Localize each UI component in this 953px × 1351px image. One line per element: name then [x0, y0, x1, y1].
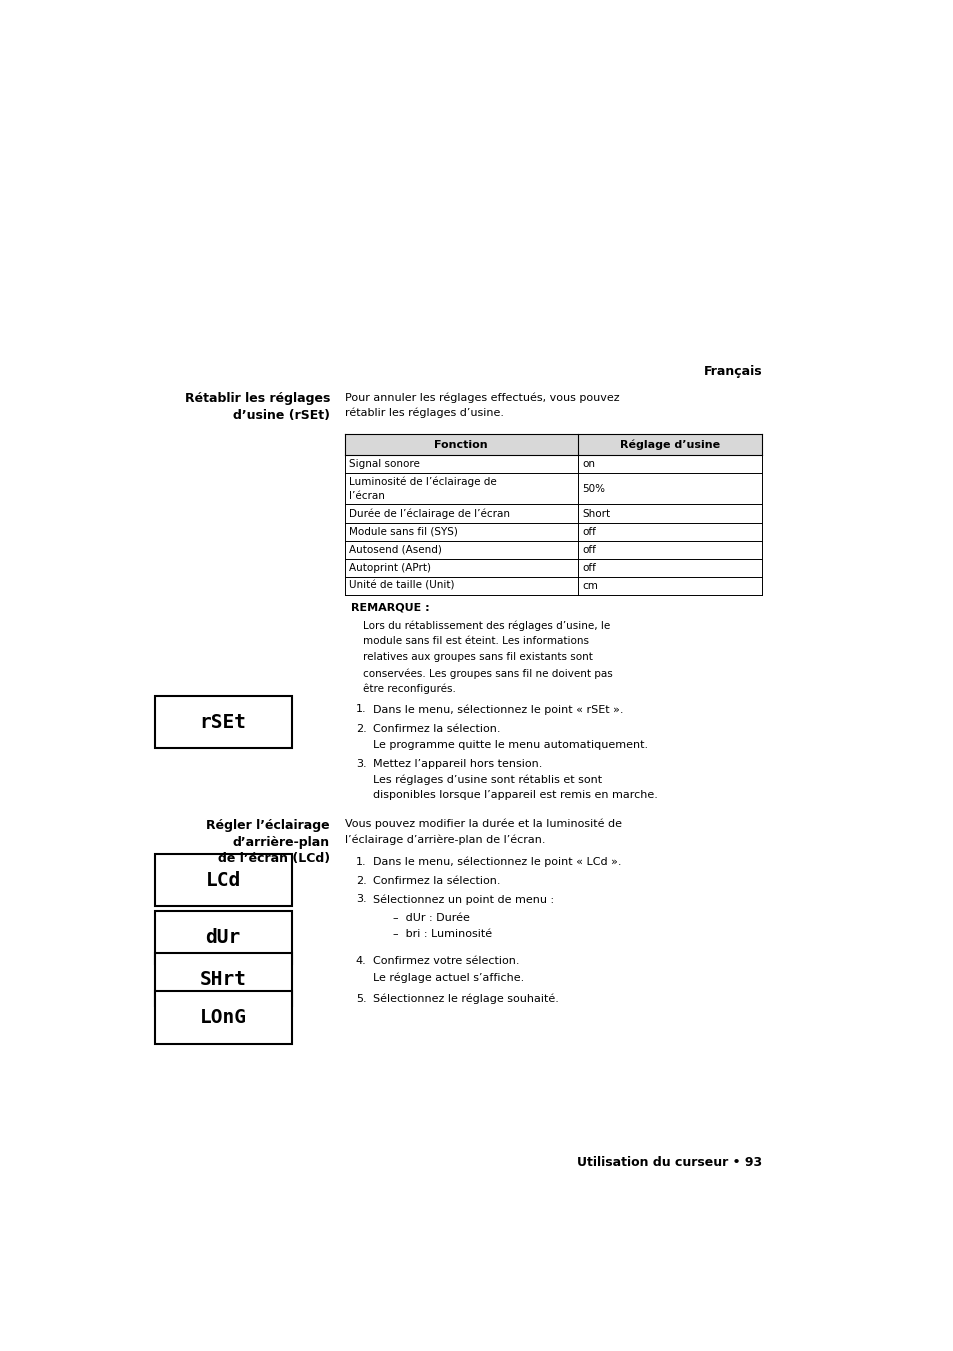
- Bar: [154, 696, 292, 748]
- Text: Français: Français: [703, 365, 761, 378]
- Text: off: off: [581, 563, 596, 573]
- Text: Dans le menu, sélectionnez le point « LCd ».: Dans le menu, sélectionnez le point « LC…: [373, 857, 620, 867]
- Text: 4.: 4.: [355, 957, 366, 966]
- Text: Pour annuler les réglages effectués, vous pouvez: Pour annuler les réglages effectués, vou…: [344, 392, 618, 403]
- Text: 50%: 50%: [581, 484, 604, 493]
- Text: Luminosité de l’éclairage de: Luminosité de l’éclairage de: [349, 477, 497, 486]
- Text: d’usine (rSEt): d’usine (rSEt): [233, 409, 330, 422]
- Text: SHrt: SHrt: [199, 970, 247, 989]
- Text: Signal sonore: Signal sonore: [349, 459, 419, 469]
- Bar: [154, 990, 292, 1044]
- Text: on: on: [581, 459, 595, 469]
- Bar: [154, 911, 292, 963]
- Text: Le programme quitte le menu automatiquement.: Le programme quitte le menu automatiquem…: [373, 740, 647, 750]
- Text: disponibles lorsque l’appareil est remis en marche.: disponibles lorsque l’appareil est remis…: [373, 790, 657, 800]
- Text: Régler l’éclairage: Régler l’éclairage: [206, 819, 330, 832]
- Text: Fonction: Fonction: [434, 439, 488, 450]
- Text: Lors du rétablissement des réglages d’usine, le: Lors du rétablissement des réglages d’us…: [363, 620, 610, 631]
- Text: module sans fil est éteint. Les informations: module sans fil est éteint. Les informat…: [363, 636, 589, 647]
- Text: Réglage d’usine: Réglage d’usine: [619, 439, 720, 450]
- Text: Module sans fil (SYS): Module sans fil (SYS): [349, 527, 457, 536]
- Text: 1.: 1.: [355, 857, 366, 867]
- Text: –  dUr : Durée: – dUr : Durée: [393, 912, 469, 923]
- Text: Confirmez la sélection.: Confirmez la sélection.: [373, 877, 499, 886]
- Text: 2.: 2.: [355, 877, 366, 886]
- Text: de l’écran (LCd): de l’écran (LCd): [217, 852, 330, 865]
- Text: Unité de taille (Unit): Unité de taille (Unit): [349, 581, 455, 590]
- Text: Short: Short: [581, 508, 610, 519]
- Text: REMARQUE :: REMARQUE :: [351, 603, 429, 612]
- Bar: [344, 435, 761, 455]
- Text: 5.: 5.: [355, 994, 366, 1004]
- Text: l’éclairage d’arrière-plan de l’écran.: l’éclairage d’arrière-plan de l’écran.: [344, 834, 545, 844]
- Text: Utilisation du curseur • 93: Utilisation du curseur • 93: [577, 1155, 761, 1169]
- Text: Dans le menu, sélectionnez le point « rSEt ».: Dans le menu, sélectionnez le point « rS…: [373, 704, 622, 715]
- Text: Vous pouvez modifier la durée et la luminosité de: Vous pouvez modifier la durée et la lumi…: [344, 819, 621, 830]
- Text: Sélectionnez le réglage souhaité.: Sélectionnez le réglage souhaité.: [373, 994, 558, 1005]
- Text: Mettez l’appareil hors tension.: Mettez l’appareil hors tension.: [373, 759, 541, 769]
- Text: Autoprint (APrt): Autoprint (APrt): [349, 563, 431, 573]
- Text: l’écran: l’écran: [349, 490, 385, 501]
- Text: conservées. Les groupes sans fil ne doivent pas: conservées. Les groupes sans fil ne doiv…: [363, 669, 613, 678]
- Text: Confirmez la sélection.: Confirmez la sélection.: [373, 724, 499, 734]
- Text: relatives aux groupes sans fil existants sont: relatives aux groupes sans fil existants…: [363, 653, 593, 662]
- Bar: [154, 954, 292, 1006]
- Text: 3.: 3.: [355, 894, 366, 904]
- Text: être reconfigurés.: être reconfigurés.: [363, 684, 456, 694]
- Text: off: off: [581, 527, 596, 536]
- Text: Le réglage actuel s’affiche.: Le réglage actuel s’affiche.: [373, 973, 523, 982]
- Bar: [154, 854, 292, 907]
- Text: Rétablir les réglages: Rétablir les réglages: [184, 392, 330, 405]
- Text: d’arrière-plan: d’arrière-plan: [233, 835, 330, 848]
- Text: Durée de l’éclairage de l’écran: Durée de l’éclairage de l’écran: [349, 508, 510, 519]
- Text: 2.: 2.: [355, 724, 366, 734]
- Text: –  bri : Luminosité: – bri : Luminosité: [393, 929, 492, 939]
- Text: rétablir les réglages d’usine.: rétablir les réglages d’usine.: [344, 407, 503, 417]
- Text: rSEt: rSEt: [199, 712, 247, 732]
- Text: 1.: 1.: [355, 704, 366, 715]
- Text: LCd: LCd: [205, 870, 240, 889]
- Text: Autosend (Asend): Autosend (Asend): [349, 544, 441, 555]
- Text: 3.: 3.: [355, 759, 366, 769]
- Text: Les réglages d’usine sont rétablis et sont: Les réglages d’usine sont rétablis et so…: [373, 774, 601, 785]
- Text: off: off: [581, 544, 596, 555]
- Text: cm: cm: [581, 581, 598, 590]
- Text: dUr: dUr: [205, 928, 240, 947]
- Text: Confirmez votre sélection.: Confirmez votre sélection.: [373, 957, 518, 966]
- Text: Sélectionnez un point de menu :: Sélectionnez un point de menu :: [373, 894, 554, 905]
- Text: LOnG: LOnG: [199, 1008, 247, 1027]
